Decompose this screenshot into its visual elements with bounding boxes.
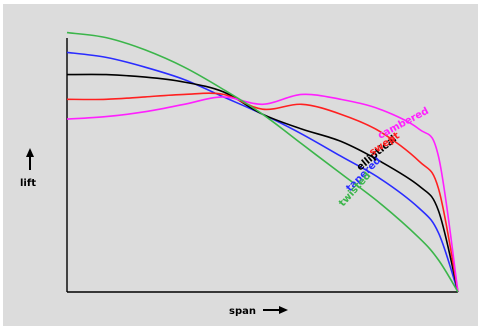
series-line-swept <box>66 92 459 293</box>
y-axis-arrow-icon <box>26 148 34 157</box>
chart-frame <box>3 4 478 326</box>
x-axis-arrow-icon <box>279 306 288 314</box>
series-line-twisted <box>66 31 459 293</box>
series-line-cambered <box>66 93 459 293</box>
series-line-elliptical <box>66 73 459 293</box>
series-line-tapered <box>66 51 459 293</box>
x-axis-label: span <box>229 306 256 317</box>
y-axis-label: lift <box>20 178 36 189</box>
series-group <box>66 31 459 293</box>
